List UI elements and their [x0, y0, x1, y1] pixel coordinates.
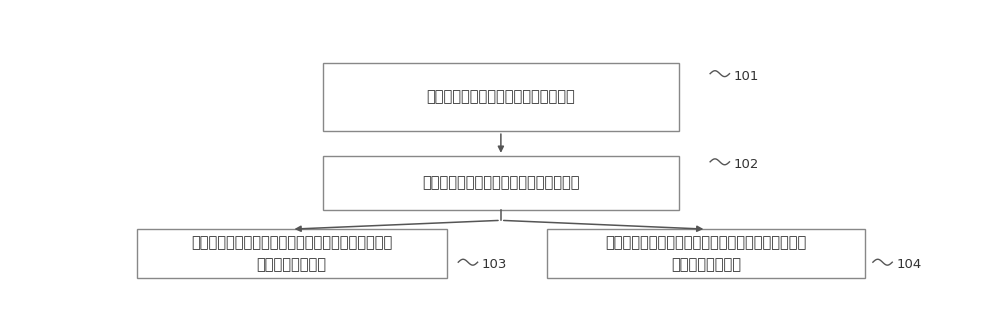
Text: 104: 104 — [896, 258, 921, 271]
Text: 当所述指纹为右手指纹时，将终端的屏幕显示切换至
右手单手操作模式: 当所述指纹为右手指纹时，将终端的屏幕显示切换至 右手单手操作模式 — [606, 235, 807, 272]
Bar — [547, 229, 865, 278]
Bar — [323, 63, 679, 131]
Text: 获取当前对终端进行操作的用户的指纹: 获取当前对终端进行操作的用户的指纹 — [426, 89, 575, 104]
Text: 103: 103 — [482, 258, 507, 271]
Text: 102: 102 — [733, 158, 759, 171]
Text: 101: 101 — [733, 70, 759, 83]
Bar — [137, 229, 447, 278]
Text: 当所述指纹为左手指纹时，将终端的屏幕显示切换至
左手单手操作模式: 当所述指纹为左手指纹时，将终端的屏幕显示切换至 左手单手操作模式 — [191, 235, 392, 272]
Bar — [323, 156, 679, 210]
Text: 确定获取的指纹是左手指纹还是右手指纹: 确定获取的指纹是左手指纹还是右手指纹 — [422, 175, 580, 190]
